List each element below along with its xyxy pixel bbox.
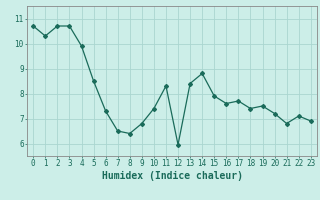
X-axis label: Humidex (Indice chaleur): Humidex (Indice chaleur) — [101, 171, 243, 181]
